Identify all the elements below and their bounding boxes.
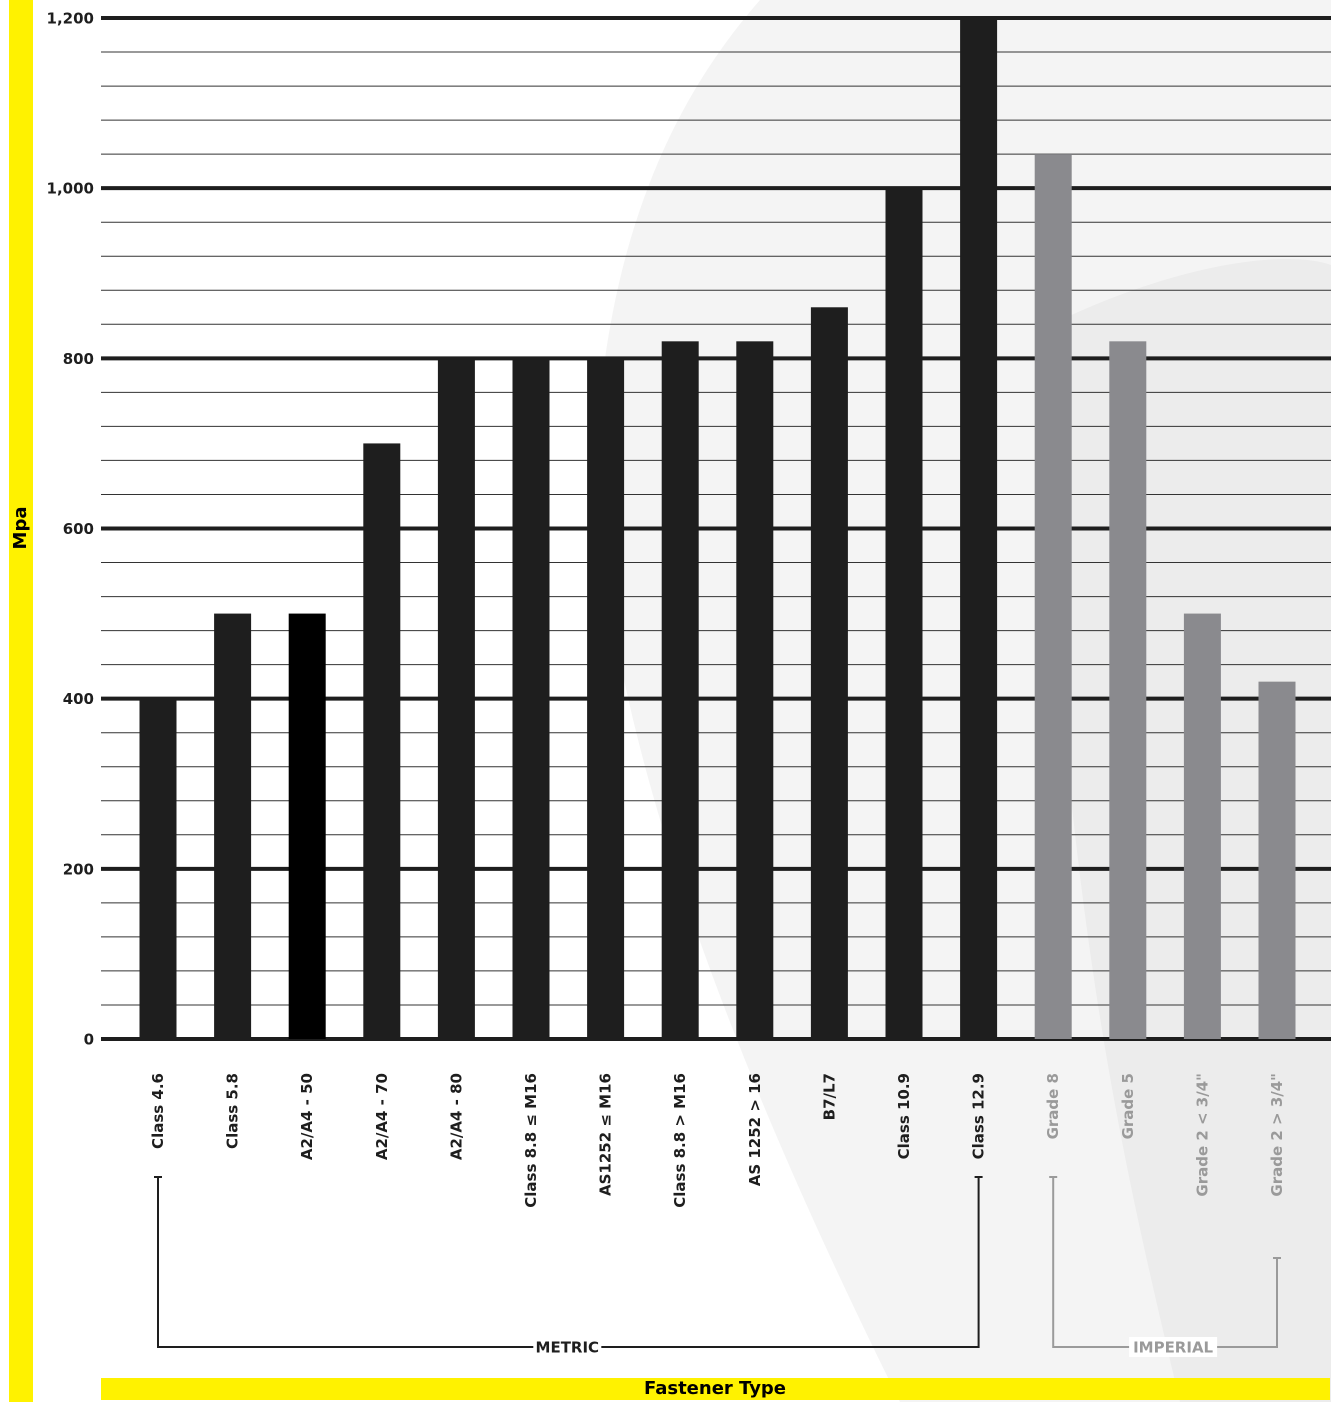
x-tick-label: Class 8.8 ≤ M16 (522, 1073, 540, 1208)
x-tick-label: A2/A4 - 50 (298, 1073, 316, 1160)
x-tick-label: Grade 5 (1119, 1073, 1137, 1139)
x-tick-label: Grade 2 > 3/4" (1268, 1073, 1286, 1197)
bar (1109, 341, 1147, 1040)
x-tick-label: AS1252 ≤ M16 (597, 1073, 615, 1196)
x-tick-label: AS 1252 > 16 (746, 1073, 764, 1186)
y-axis-label: Mpa (10, 507, 31, 550)
bar (437, 358, 475, 1039)
x-tick-label: B7/L7 (820, 1073, 838, 1120)
y-tick-label: 0 (84, 1031, 94, 1049)
bar (214, 613, 252, 1039)
x-tick-label: Class 5.8 (224, 1073, 242, 1149)
bar (1034, 154, 1072, 1040)
group-brackets: METRIC IMPERIAL (154, 1176, 1281, 1357)
x-tick-label: Grade 2 < 3/4" (1193, 1073, 1211, 1197)
y-tick-label: 800 (63, 350, 94, 368)
x-tick-label: Class 12.9 (970, 1073, 988, 1159)
y-tick-label: 600 (63, 520, 94, 538)
group-label-bg (1129, 1337, 1218, 1357)
bar (885, 188, 923, 1039)
x-tick-label: A2/A4 - 70 (373, 1073, 391, 1160)
bar (1183, 613, 1221, 1039)
x-tick-label: Class 4.6 (149, 1073, 167, 1149)
group-label-bg (533, 1337, 602, 1357)
bar (139, 698, 177, 1039)
x-tick-label: Grade 8 (1044, 1073, 1062, 1139)
y-tick-label: 400 (63, 690, 94, 708)
x-axis-label-bar (101, 1378, 1330, 1400)
bar (810, 307, 848, 1039)
x-tick-label: Class 8.8 > M16 (671, 1073, 689, 1208)
bar (288, 613, 326, 1039)
x-tick-label: Class 10.9 (895, 1073, 913, 1159)
bar (960, 18, 998, 1039)
x-tick-label: A2/A4 - 80 (447, 1073, 465, 1160)
group-label: IMPERIAL (1133, 1339, 1213, 1357)
group-label: METRIC (536, 1339, 600, 1357)
bar (1258, 681, 1296, 1039)
y-axis-label-bar (9, 0, 33, 1402)
bar (512, 358, 550, 1039)
x-axis-label: Fastener Type (644, 1378, 786, 1399)
y-tick-label: 200 (63, 860, 94, 878)
x-tick-labels: Class 4.6 Class 5.8 A2/A4 - 50 A2/A4 - 70 A2… (149, 1073, 1286, 1208)
y-tick-labels: 0 200 400 600 800 1,000 1,200 (47, 10, 94, 1049)
bar (363, 443, 401, 1040)
bar (661, 341, 699, 1040)
y-tick-label: 1,000 (47, 180, 94, 198)
bar (736, 341, 774, 1040)
y-tick-label: 1,200 (47, 10, 94, 28)
bars (139, 18, 1296, 1040)
bar (587, 358, 625, 1039)
